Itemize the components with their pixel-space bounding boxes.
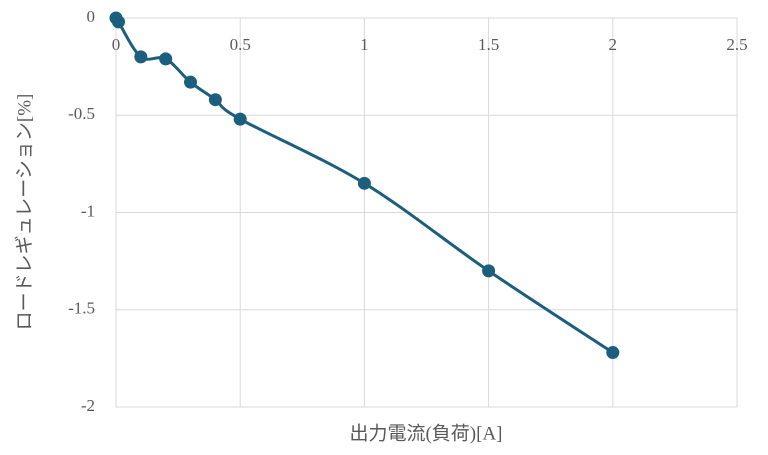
x-axis-title: 出力電流(負荷)[A] — [349, 422, 502, 444]
y-axis-title: ロードレギュレーション[%] — [13, 94, 35, 331]
point — [111, 15, 125, 29]
point — [606, 346, 620, 360]
x-tick-label: 2 — [609, 35, 618, 54]
point — [482, 264, 496, 278]
x-tick-label: 0 — [112, 35, 121, 54]
x-tick-label: 1.5 — [478, 35, 499, 54]
point — [233, 112, 247, 126]
y-tick-label: -1 — [81, 201, 95, 220]
y-tick-label: 0 — [87, 7, 96, 26]
y-tick-label: -0.5 — [68, 104, 95, 123]
y-tick-label: -1.5 — [68, 299, 95, 318]
point — [184, 75, 198, 89]
x-tick-label: 2.5 — [726, 35, 747, 54]
point — [134, 50, 148, 64]
point — [159, 52, 173, 66]
point — [208, 93, 222, 107]
y-tick-label: -2 — [81, 396, 95, 415]
point — [357, 176, 371, 190]
x-tick-label: 0.5 — [230, 35, 251, 54]
x-tick-label: 1 — [360, 35, 369, 54]
